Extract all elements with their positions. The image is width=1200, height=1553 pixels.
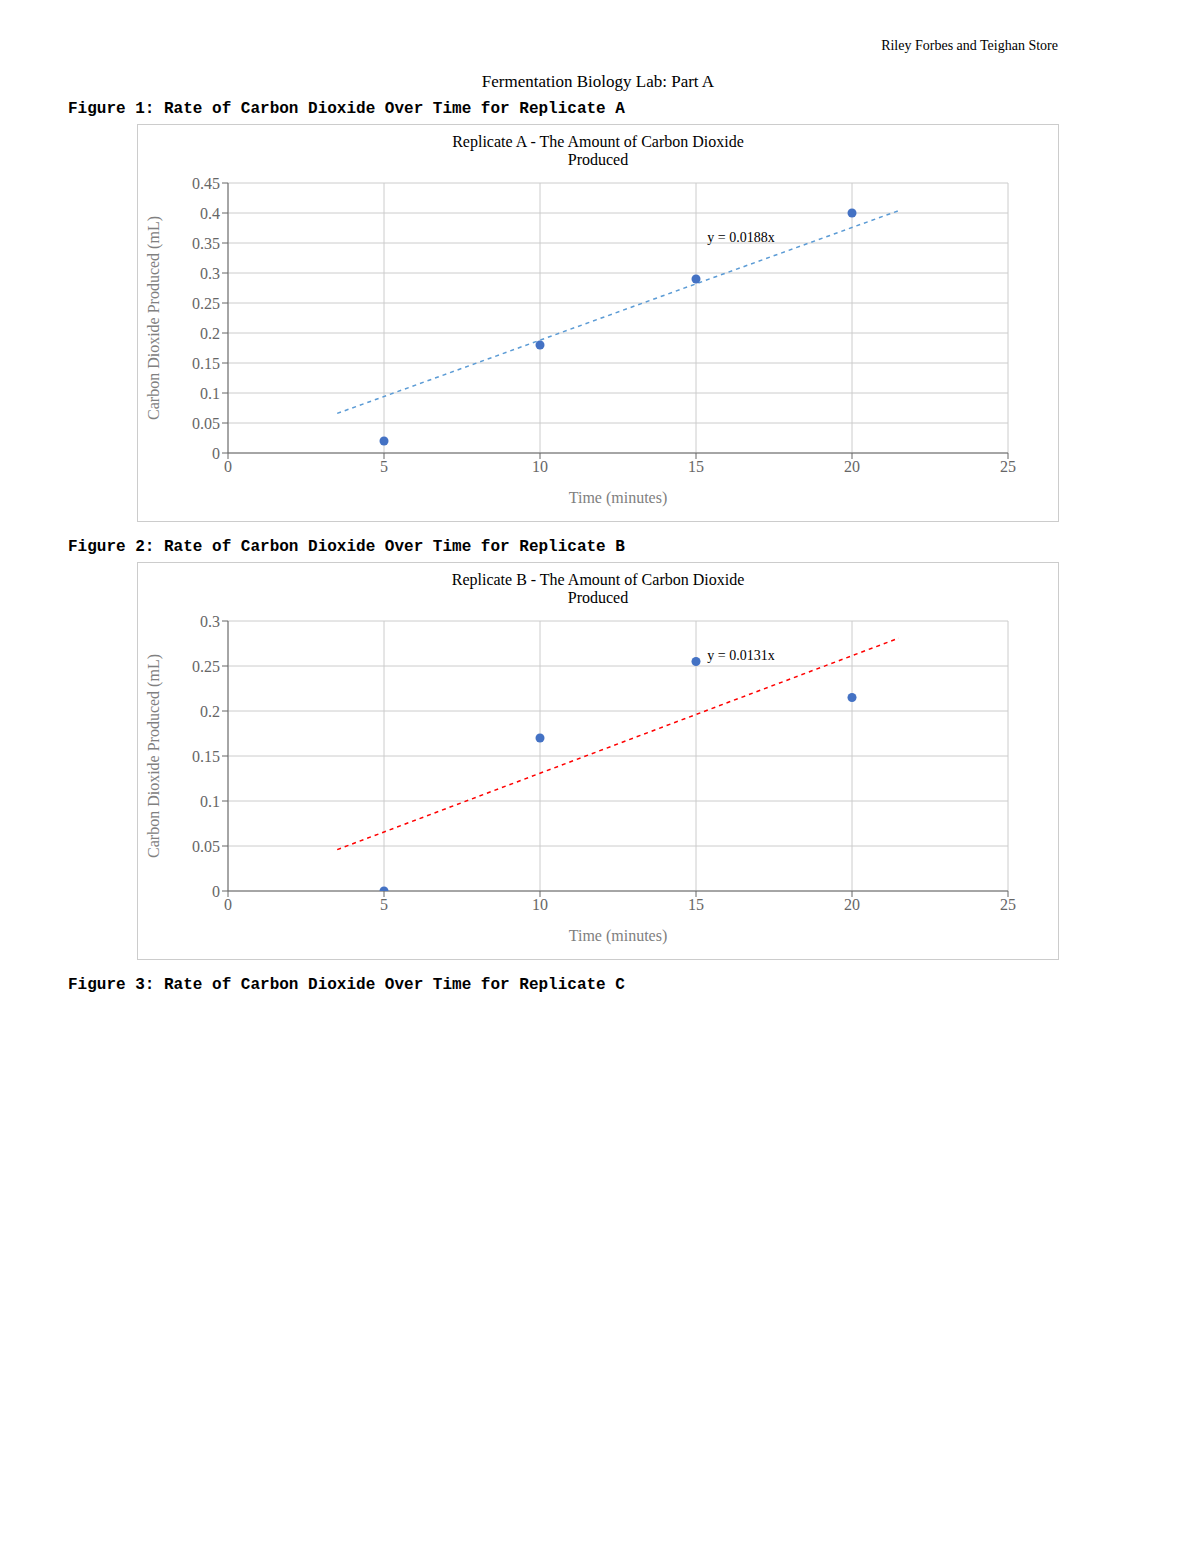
- svg-text:0.1: 0.1: [200, 385, 220, 402]
- svg-text:y = 0.0188x: y = 0.0188x: [707, 230, 774, 245]
- svg-text:25: 25: [1000, 458, 1016, 475]
- html-text:Figure 3: Rate of Carbon Dioxi: Figure 3: Rate of Carbon Dioxide Over Ti…: [68, 976, 625, 994]
- svg-text:0: 0: [212, 883, 220, 900]
- svg-text:Carbon Dioxide Produced (mL): Carbon Dioxide Produced (mL): [145, 216, 163, 420]
- svg-text:5: 5: [380, 458, 388, 475]
- svg-text:10: 10: [532, 458, 548, 475]
- svg-text:0: 0: [224, 896, 232, 913]
- svg-text:0.25: 0.25: [192, 295, 220, 312]
- svg-text:0.05: 0.05: [192, 838, 220, 855]
- svg-text:0.3: 0.3: [200, 613, 220, 630]
- svg-text:20: 20: [844, 896, 860, 913]
- svg-text:15: 15: [688, 896, 704, 913]
- svg-text:0.35: 0.35: [192, 235, 220, 252]
- html-text:Figure 1: Rate of Carbon Dioxi: Figure 1: Rate of Carbon Dioxide Over Ti…: [68, 100, 625, 118]
- html-text:Fermentation Biology Lab: Part: Fermentation Biology Lab: Part A: [481, 72, 715, 91]
- svg-text:25: 25: [1000, 896, 1016, 913]
- svg-text:0.25: 0.25: [192, 658, 220, 675]
- svg-text:0.1: 0.1: [200, 793, 220, 810]
- svg-text:0.2: 0.2: [200, 325, 220, 342]
- svg-text:Time (minutes): Time (minutes): [569, 927, 668, 945]
- svg-text:0.15: 0.15: [192, 355, 220, 372]
- svg-text:0.3: 0.3: [200, 265, 220, 282]
- svg-text:Carbon Dioxide Produced (mL): Carbon Dioxide Produced (mL): [145, 654, 163, 858]
- svg-text:Time (minutes): Time (minutes): [569, 489, 668, 507]
- html-text:Replicate B - The Amount of Ca: Replicate B - The Amount of Carbon Dioxi…: [451, 571, 745, 606]
- html-text:Replicate A - The Amount of Ca: Replicate A - The Amount of Carbon Dioxi…: [452, 133, 744, 168]
- html-text:Riley Forbes and Teighan Store: Riley Forbes and Teighan Store: [881, 38, 1058, 53]
- html-text:Figure 2: Rate of Carbon Dioxi: Figure 2: Rate of Carbon Dioxide Over Ti…: [68, 538, 625, 556]
- svg-text:15: 15: [688, 458, 704, 475]
- svg-text:0.45: 0.45: [192, 175, 220, 192]
- svg-text:y = 0.0131x: y = 0.0131x: [707, 648, 774, 663]
- svg-text:0.05: 0.05: [192, 415, 220, 432]
- svg-text:0.2: 0.2: [200, 703, 220, 720]
- svg-text:0.4: 0.4: [200, 205, 220, 222]
- svg-text:0.15: 0.15: [192, 748, 220, 765]
- svg-text:0: 0: [224, 458, 232, 475]
- svg-text:0: 0: [212, 445, 220, 462]
- svg-text:10: 10: [532, 896, 548, 913]
- svg-text:20: 20: [844, 458, 860, 475]
- svg-text:5: 5: [380, 896, 388, 913]
